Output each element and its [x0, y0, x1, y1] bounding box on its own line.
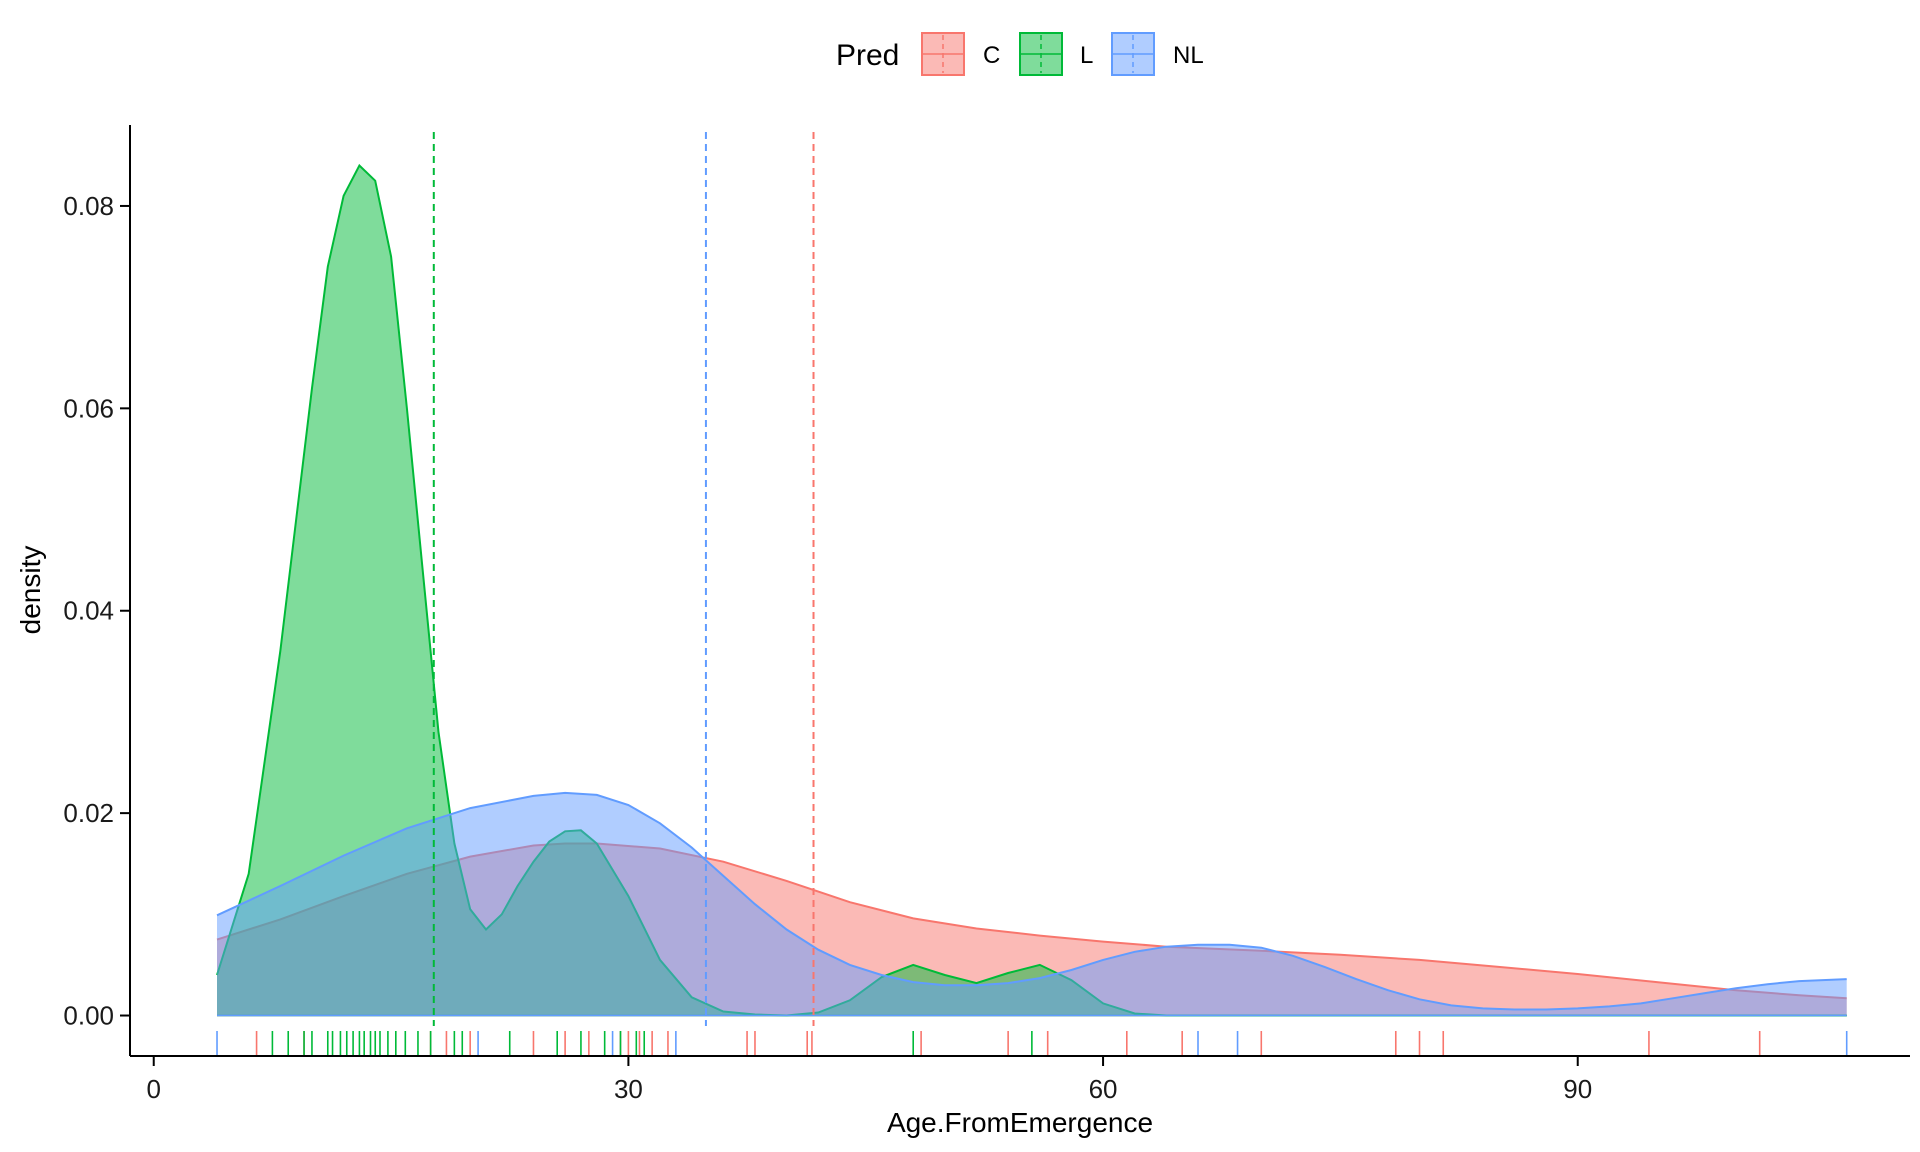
y-tick-label: 0.00: [63, 1001, 114, 1031]
y-axis-title: density: [15, 546, 46, 635]
legend-label-nl: NL: [1173, 42, 1204, 69]
legend-item-c: C: [921, 32, 1000, 76]
legend-title: Pred: [836, 39, 899, 72]
legend-keys: C L NL: [921, 32, 1204, 76]
legend: Pred C L NL: [836, 32, 1204, 76]
x-tick-label: 0: [146, 1074, 160, 1104]
density-area-nl: [217, 792, 1847, 1016]
y-ticks: 0.00 0.02 0.04 0.06 0.08: [63, 191, 130, 1031]
axes: 0 30 60 90 0.00 0.02 0.04 0.06 0.08: [63, 125, 1910, 1104]
x-ticks: 0 30 60 90: [146, 1056, 1592, 1104]
mean-lines: [432, 132, 815, 1026]
x-tick-label: 60: [1089, 1074, 1118, 1104]
x-tick-label: 30: [614, 1074, 643, 1104]
rug-marks: [216, 1031, 1848, 1056]
legend-item-nl: NL: [1111, 32, 1204, 76]
y-tick-label: 0.04: [63, 596, 114, 626]
x-tick-label: 90: [1563, 1074, 1592, 1104]
x-axis-title: Age.FromEmergence: [887, 1107, 1153, 1138]
legend-item-l: L: [1019, 32, 1093, 76]
legend-label-l: L: [1080, 42, 1093, 69]
y-tick-label: 0.06: [63, 393, 114, 423]
legend-label-c: C: [983, 42, 1000, 69]
y-tick-label: 0.02: [63, 798, 114, 828]
density-areas: [216, 163, 1847, 1017]
y-tick-label: 0.08: [63, 191, 114, 221]
density-line-nl: [216, 791, 1847, 1011]
